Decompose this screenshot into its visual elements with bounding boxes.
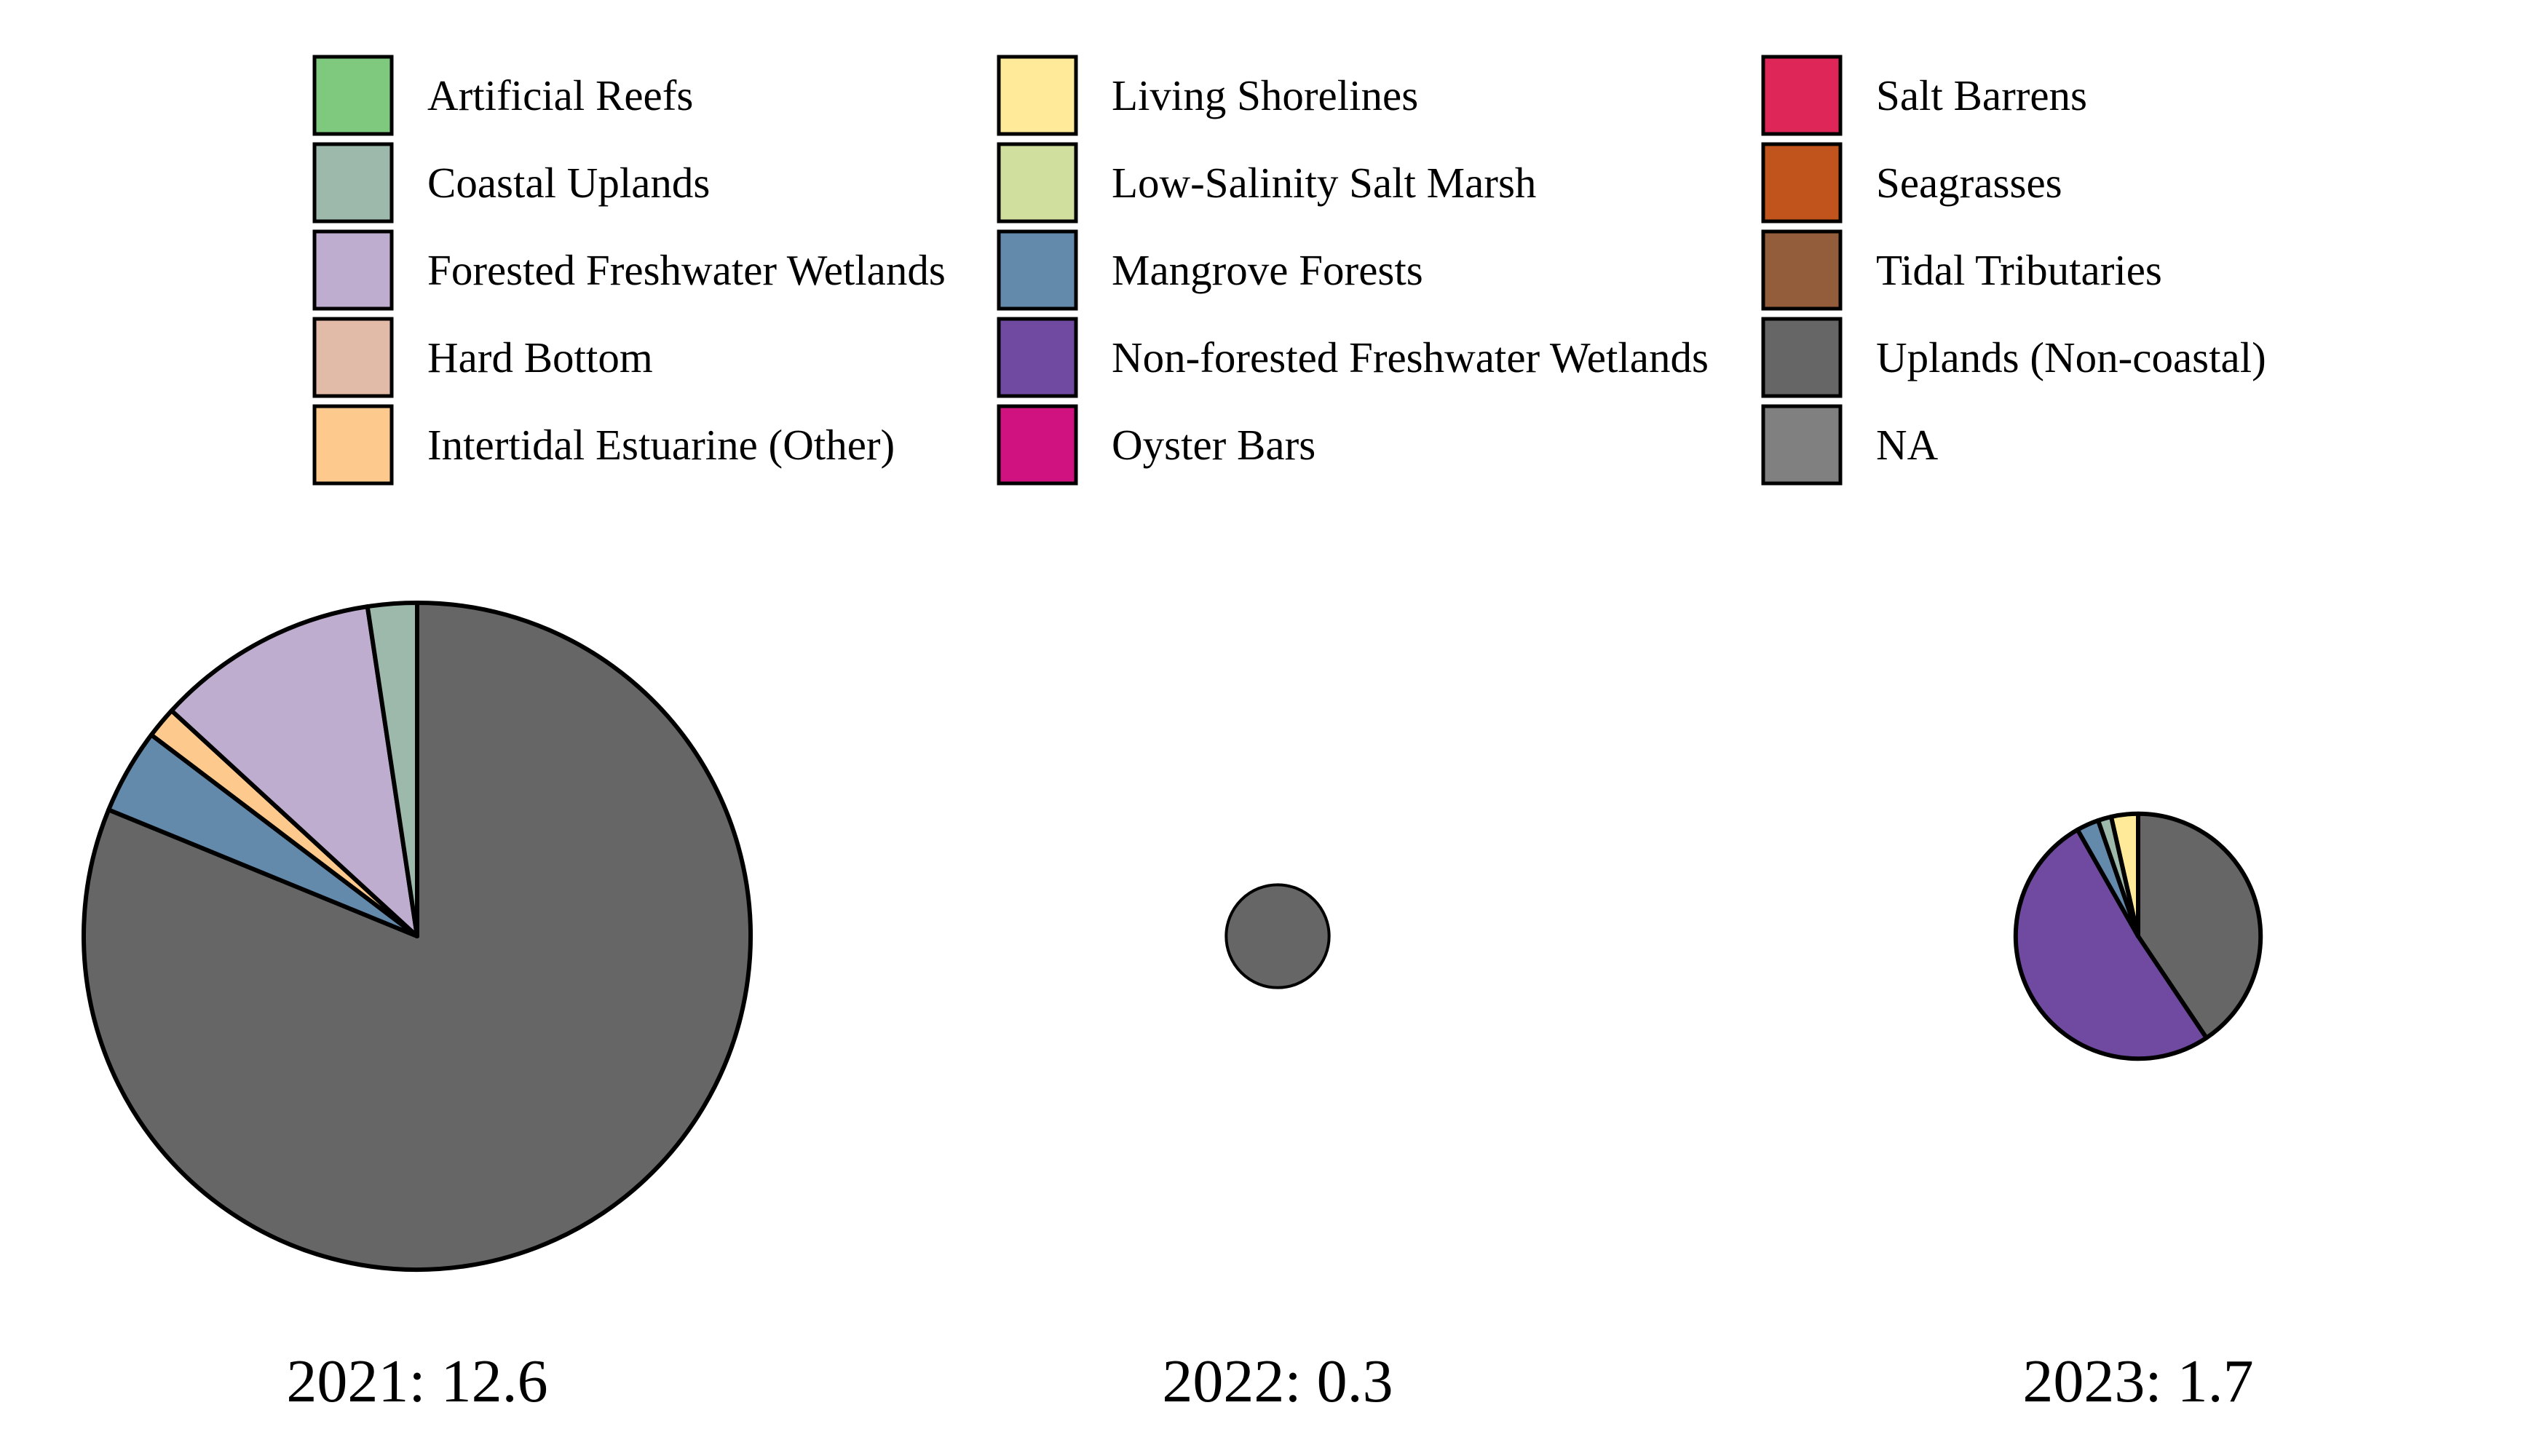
legend-label: Oyster Bars (1112, 421, 1315, 469)
legend-item-coastal-uplands: Coastal Uplands (312, 142, 710, 223)
legend-label: Living Shorelines (1112, 71, 1418, 119)
pie-label: 2021: 12.6 (286, 1348, 547, 1415)
legend-item-artificial-reefs: Artificial Reefs (312, 55, 693, 136)
legend-label: NA (1876, 421, 1939, 469)
legend-swatch (312, 55, 394, 136)
legend-item-living-shorelines: Living Shorelines (997, 55, 1418, 136)
legend-item-hard-bottom: Hard Bottom (312, 317, 653, 398)
legend-item-forested-freshwater-wetlands: Forested Freshwater Wetlands (312, 229, 946, 311)
legend-label: Seagrasses (1876, 159, 2062, 207)
legend-label: Non-forested Freshwater Wetlands (1112, 333, 1709, 381)
legend-label: Coastal Uplands (427, 159, 710, 207)
legend-item-uplands-non-coastal: Uplands (Non-coastal) (1761, 317, 2266, 398)
legend-label: Intertidal Estuarine (Other) (427, 421, 895, 469)
legend-label: Artificial Reefs (427, 71, 693, 119)
legend-label: Salt Barrens (1876, 71, 2087, 119)
pie-slice-non-forested-freshwater-wetlands (2013, 827, 2209, 1061)
pie-2022-0-3: 2022: 0.3 (1162, 883, 1393, 1415)
legend-label: Forested Freshwater Wetlands (427, 246, 946, 294)
legend-item-intertidal-estuarine-other: Intertidal Estuarine (Other) (312, 404, 895, 486)
legend-swatch (312, 229, 394, 311)
legend-swatch (1761, 404, 1843, 486)
legend-swatch (997, 229, 1078, 311)
legend-label: Mangrove Forests (1112, 246, 1423, 294)
pie-2023-1-7: 2023: 1.7 (2013, 811, 2263, 1415)
legend-swatch (1761, 142, 1843, 223)
pie-slice-forested-freshwater-wetlands (169, 604, 419, 938)
legend-item-low-salinity-salt-marsh: Low-Salinity Salt Marsh (997, 142, 1536, 223)
legend-swatch (997, 317, 1078, 398)
pie-slice-living-shorelines (2109, 811, 2140, 938)
legend-swatch (1761, 317, 1843, 398)
legend-item-na: NA (1761, 404, 1939, 486)
pie-slice-uplands-non-coastal (1224, 883, 1331, 989)
legend-swatch (1761, 229, 1843, 311)
legend-label: Low-Salinity Salt Marsh (1112, 159, 1536, 207)
legend: Artificial Reefs Coastal Uplands Forested … (312, 55, 2266, 486)
legend-label: Tidal Tributaries (1876, 246, 2162, 294)
pie-label: 2023: 1.7 (2022, 1348, 2253, 1415)
legend-swatch (312, 142, 394, 223)
legend-item-non-forested-freshwater-wetlands: Non-forested Freshwater Wetlands (997, 317, 1709, 398)
pie-slice-coastal-uplands (365, 601, 419, 938)
legend-swatch (312, 404, 394, 486)
pie-2021-12-6: 2021: 12.6 (81, 601, 753, 1415)
legend-label: Uplands (Non-coastal) (1876, 333, 2266, 381)
legend-swatch (312, 317, 394, 398)
legend-item-salt-barrens: Salt Barrens (1761, 55, 2087, 136)
pie-slice-uplands-non-coastal (2136, 811, 2263, 1040)
legend-item-oyster-bars: Oyster Bars (997, 404, 1315, 486)
legend-swatch (997, 142, 1078, 223)
pie-slice-uplands-non-coastal (81, 601, 753, 1272)
legend-swatch (997, 404, 1078, 486)
legend-label: Hard Bottom (427, 333, 653, 381)
legend-swatch (1761, 55, 1843, 136)
pie-label: 2022: 0.3 (1162, 1348, 1393, 1415)
legend-swatch (997, 55, 1078, 136)
pie-charts: 2021: 12.6 2022: 0.3 2023: 1.7 (81, 601, 2263, 1415)
legend-item-mangrove-forests: Mangrove Forests (997, 229, 1423, 311)
legend-item-seagrasses: Seagrasses (1761, 142, 2062, 223)
legend-item-tidal-tributaries: Tidal Tributaries (1761, 229, 2162, 311)
